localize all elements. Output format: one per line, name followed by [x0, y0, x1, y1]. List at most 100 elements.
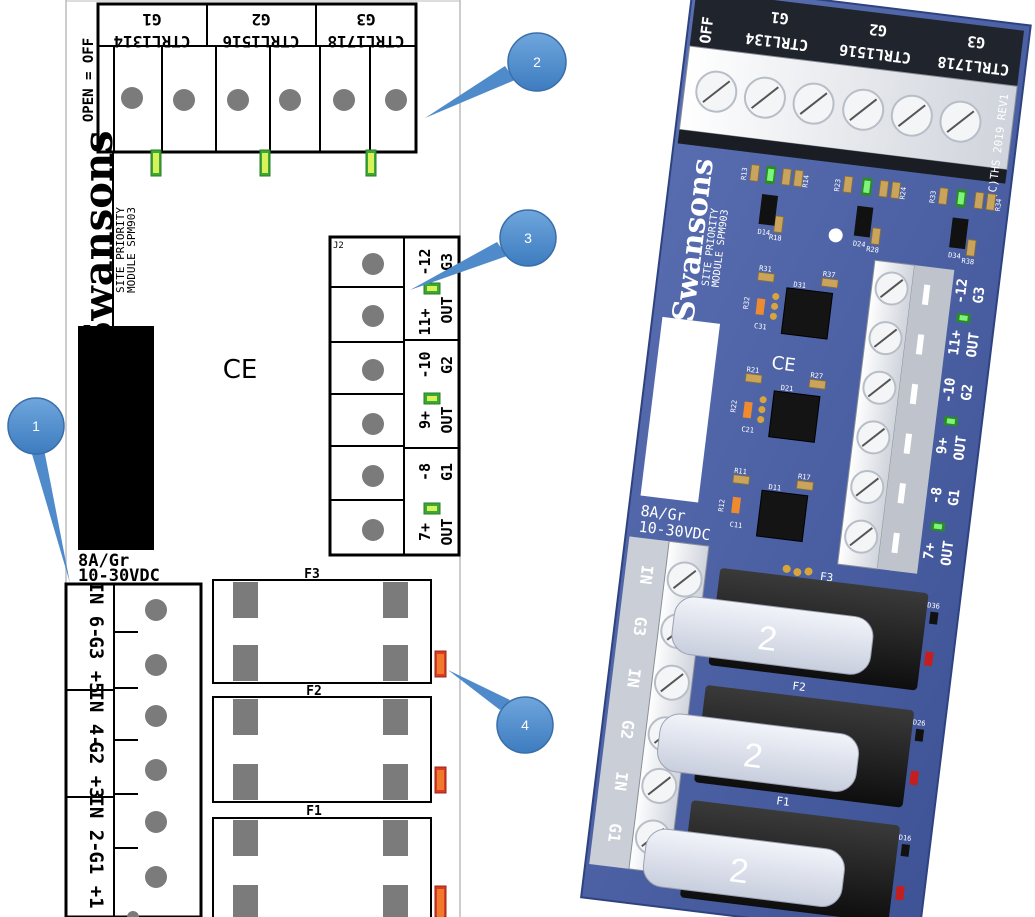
- comp-d24: D24: [852, 239, 866, 248]
- render-off: OFF: [696, 16, 717, 45]
- comp-r14: R14: [801, 175, 810, 189]
- render-g1-in: G1: [604, 822, 625, 843]
- out-out-a: OUT: [438, 296, 456, 323]
- comp-r33: R33: [928, 190, 937, 204]
- render-rating1: 8A/Gr: [640, 502, 687, 525]
- comp-c21: C21: [741, 425, 755, 434]
- out-t12: -12: [416, 248, 434, 275]
- render-g3-out: G3: [970, 286, 988, 305]
- label-g3: G3: [356, 10, 375, 29]
- callout-4-number: 4: [521, 717, 529, 733]
- comp-r34: R34: [994, 198, 1003, 212]
- render-out-c: OUT: [938, 540, 957, 567]
- render-in-a: IN: [636, 564, 657, 585]
- ce-mark: CE: [223, 355, 258, 385]
- ctrl-led-row: [150, 149, 377, 177]
- pcb-board: [580, 0, 1032, 917]
- render-g2-in: G2: [617, 719, 638, 740]
- fuse-area: F3 F2 F1: [212, 567, 432, 917]
- comp-d36: D36: [927, 601, 941, 610]
- comp-d14: D14: [757, 228, 771, 237]
- render-ce: CE: [770, 353, 796, 377]
- input-terminal-block: IN 6- G3 +5 IN 4- G2 +3 IN 2- G1 +1: [64, 581, 203, 917]
- comp-r23: R23: [833, 178, 842, 192]
- output-terminal-block: J2: [328, 235, 461, 557]
- comp-r32: R32: [742, 296, 751, 310]
- brand-name: Swansons: [75, 130, 122, 349]
- in-g2-3: G2 +3: [85, 741, 107, 798]
- fuse-label-f2: F2: [306, 684, 322, 699]
- render-control-circuit: R13 R14 R23 R24 R33 R34 D14 D24 D34 R18 …: [740, 164, 1003, 266]
- out-g1: G1: [438, 463, 456, 481]
- label-g2: G2: [251, 10, 270, 29]
- rating-line2: 10-30VDC: [78, 566, 160, 586]
- callout-2: 2: [425, 32, 567, 118]
- label-ctrl13-14: CTRL1314: [113, 32, 190, 51]
- render-g2: G2: [868, 20, 888, 40]
- render-g1-out: G1: [946, 488, 964, 507]
- comp-d31: D31: [793, 281, 807, 290]
- comp-r11: R11: [734, 467, 748, 476]
- comp-r21: R21: [746, 366, 760, 375]
- open-off-label: OPEN = OFF: [81, 38, 97, 122]
- in-g1-1: G1 +1: [85, 851, 107, 908]
- callout-3-number: 3: [524, 230, 532, 246]
- rating-line1: 8A/Gr: [78, 551, 129, 571]
- render-g1: G1: [770, 8, 790, 28]
- out-t11: 11+: [416, 308, 434, 335]
- render-fuse-f1-label: F1: [776, 794, 791, 809]
- render-out-b: OUT: [951, 435, 970, 462]
- render-t7: 7+: [921, 542, 939, 561]
- label-g1: G1: [142, 10, 161, 29]
- pcb-render: OFF G1 CTRL134 G2 CTRL1516 G3 CTRL1718 (…: [580, 0, 1032, 917]
- fuse-label-f1: F1: [306, 804, 322, 819]
- render-t10: -10: [940, 377, 959, 404]
- in-2: IN 2-: [85, 795, 107, 852]
- comp-r24: R24: [899, 186, 908, 200]
- comp-r37: R37: [822, 270, 836, 279]
- label-ctrl15-16: CTRL1516: [222, 32, 299, 51]
- render-output-terminal: -12 G3 11+ OUT -10 G2 9+ OUT -8 G1 7+ OU…: [837, 259, 988, 574]
- render-ic-area: CE R31 R37 D31 R32 C31 R21 R27 D21 R22 C…: [717, 264, 839, 543]
- schematic-board: G1 CTRL1314 G2 CTRL1516 G3 CTRL1718 OPEN…: [64, 0, 461, 917]
- render-t12: -12: [952, 278, 971, 305]
- product-line1: SITE PRIORITY: [114, 207, 127, 293]
- comp-r18: R18: [768, 233, 782, 242]
- render-fuse-value-1: 2: [756, 619, 779, 659]
- callout-2-number: 2: [533, 54, 541, 70]
- comp-r27: R27: [810, 371, 824, 380]
- brand-block: Swansons SITE PRIORITY MODULE SPM903: [75, 130, 138, 349]
- in-4: IN 4-: [85, 689, 107, 746]
- out-g3: G3: [438, 253, 456, 271]
- callout-1: 1: [7, 397, 70, 583]
- comp-r13: R13: [740, 167, 749, 181]
- in-6: IN 6-: [85, 581, 107, 638]
- out-t9: 9+: [416, 411, 434, 429]
- j2-label: J2: [333, 241, 344, 251]
- comp-c31: C31: [754, 322, 768, 331]
- black-label-area: [78, 326, 154, 550]
- comp-r28: R28: [866, 245, 880, 254]
- ctrl-terminal-block: G1 CTRL1314 G2 CTRL1516 G3 CTRL1718 OPEN…: [81, 2, 418, 154]
- out-t7: 7+: [416, 523, 434, 541]
- comp-r31: R31: [759, 264, 773, 273]
- render-in-b: IN: [623, 667, 644, 688]
- render-out-a: OUT: [964, 331, 983, 358]
- callout-4: 4: [448, 670, 554, 754]
- callout-3: 3: [410, 209, 557, 290]
- render-t9: 9+: [934, 437, 952, 456]
- out-out-c: OUT: [438, 518, 456, 545]
- fuse-label-f3: F3: [304, 567, 320, 582]
- callout-1-number: 1: [32, 418, 40, 434]
- render-g3-in: G3: [629, 616, 650, 637]
- comp-d16: D16: [898, 834, 912, 843]
- product-line2: MODULE SPM903: [125, 207, 138, 293]
- comp-d21: D21: [780, 384, 794, 393]
- render-t11: 11+: [946, 329, 965, 356]
- comp-d26: D26: [912, 718, 926, 727]
- label-ctrl17-18: CTRL1718: [327, 32, 404, 51]
- comp-d11: D11: [768, 483, 782, 492]
- render-ctrl-terminal: OFF G1 CTRL134 G2 CTRL1516 G3 CTRL1718: [677, 0, 1025, 184]
- render-g3: G3: [966, 32, 986, 52]
